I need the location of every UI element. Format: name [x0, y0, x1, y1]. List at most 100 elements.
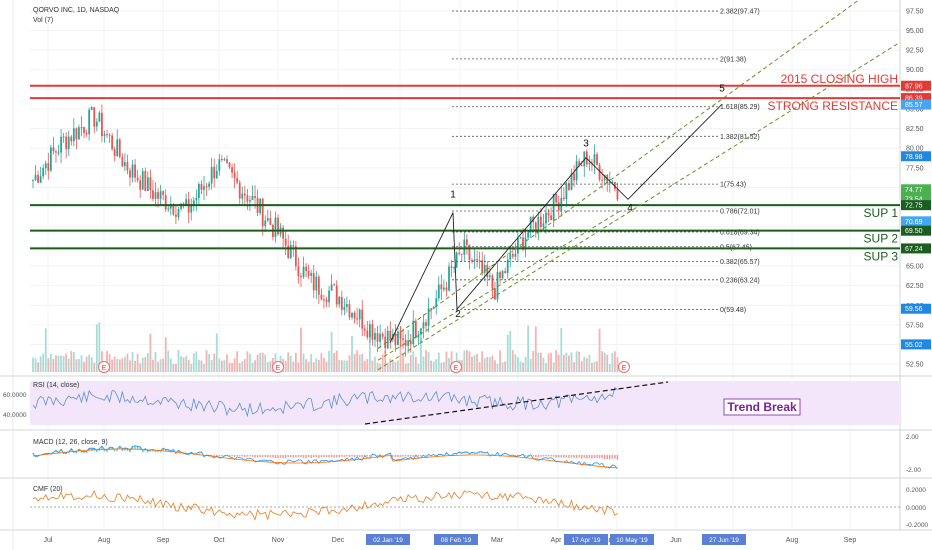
candle-body — [368, 324, 371, 338]
wave-label: 1 — [450, 190, 456, 201]
volume-bar — [175, 363, 177, 372]
candle-body — [568, 183, 570, 190]
symbol-title: QORVO INC, 1D, NASDAQ — [33, 7, 120, 14]
volume-bar — [302, 353, 305, 372]
macd-histogram-bar — [483, 452, 486, 454]
volume-bar — [197, 359, 200, 372]
price-badge — [901, 184, 931, 195]
macd-histogram-bar — [55, 450, 57, 453]
volume-bar — [269, 361, 272, 372]
volume-bar — [118, 359, 121, 372]
candle-body — [300, 276, 302, 278]
trend-break-label: Trend Break — [727, 400, 797, 414]
candle-body — [70, 136, 73, 142]
volume-bar — [389, 358, 392, 372]
price-badge-label: 67.24 — [905, 246, 923, 253]
candle-body — [101, 112, 103, 136]
macd-histogram-bar — [435, 455, 438, 456]
earnings-icon — [450, 361, 462, 373]
macd-histogram-bar — [231, 455, 233, 457]
volume-bar — [289, 355, 292, 372]
cmf-tick: -0.2000 — [906, 522, 928, 529]
macd-histogram-bar — [463, 452, 466, 454]
candle-body — [534, 222, 537, 233]
volume-bar — [412, 351, 415, 372]
volume-bar — [62, 356, 65, 372]
macd-histogram-bar — [300, 455, 302, 457]
candle-body — [545, 212, 547, 224]
earnings-icon — [618, 361, 630, 373]
candle-body — [399, 331, 402, 339]
volume-bar — [340, 360, 343, 372]
earnings-label: E — [454, 365, 459, 372]
price-badge-label: 86.39 — [905, 96, 923, 103]
volume-bar — [529, 358, 532, 372]
candle-body — [348, 304, 351, 318]
candle-body — [215, 170, 218, 179]
volume-bar — [93, 362, 96, 372]
channel-mid — [377, 210, 621, 361]
candle-body — [361, 309, 364, 329]
volume-bar — [60, 355, 62, 372]
candle-body — [287, 245, 290, 259]
candle-body — [277, 217, 279, 235]
elliott-wave-path — [389, 103, 723, 344]
candle-body — [371, 324, 374, 340]
axes: 97.5095.0092.5090.0087.5085.0082.5080.00… — [44, 8, 931, 545]
price-badge — [901, 216, 931, 227]
time-badge — [702, 534, 746, 545]
wave-label: 4 — [627, 203, 633, 214]
candle-body — [346, 304, 348, 307]
candle-body — [164, 195, 167, 210]
volume-bar — [226, 354, 228, 372]
macd-histogram-bar — [302, 455, 305, 458]
price-badge-label: 85.57 — [905, 102, 923, 109]
price-badge-label: 59.56 — [905, 306, 923, 313]
volume-bar — [371, 360, 374, 372]
macd-histogram-bar — [162, 448, 164, 451]
volume-bar — [603, 352, 606, 372]
earnings-icon — [98, 361, 110, 373]
fib-label: 1.618(85.29) — [720, 104, 760, 111]
macd-histogram-bar — [241, 455, 244, 457]
macd-histogram-bar — [106, 449, 108, 452]
candle-body — [527, 232, 530, 238]
macd-histogram-bar — [466, 451, 468, 454]
time-badge-label: 27 Jun '19 — [709, 537, 739, 544]
closing-high-label: 2015 CLOSING HIGH — [781, 72, 898, 86]
time-badge — [564, 534, 608, 545]
volume-bar — [126, 353, 129, 372]
volume-bar — [435, 359, 438, 372]
volume-bar — [47, 358, 50, 372]
volume-bar — [601, 351, 604, 372]
candle-body — [192, 200, 195, 206]
candle-body — [241, 193, 244, 199]
macd-histogram-bar — [215, 455, 218, 456]
macd-histogram-bar — [213, 455, 215, 457]
candle-body — [167, 208, 170, 210]
candle-body — [583, 151, 586, 167]
candle-body — [384, 336, 387, 349]
candle-body — [596, 154, 598, 165]
candle-body — [62, 136, 65, 138]
volume-bar — [616, 357, 619, 372]
time-tick: Jun — [670, 537, 681, 544]
macd-histogram-bar — [578, 455, 580, 458]
price-tick: 57.50 — [906, 322, 924, 329]
candle-body — [39, 176, 42, 183]
candle-body — [317, 276, 320, 295]
macd-histogram-bar — [78, 449, 80, 452]
candle-body — [55, 151, 57, 153]
volume-bar — [190, 363, 193, 372]
macd-histogram-bar — [233, 455, 236, 457]
candle-body — [504, 271, 507, 274]
candle-body — [136, 177, 139, 181]
macd-histogram-bar — [476, 453, 478, 455]
price-badge — [901, 200, 931, 211]
macd-histogram-bar — [182, 453, 185, 455]
macd-histogram-bar — [108, 447, 111, 451]
volume-bar — [134, 360, 136, 372]
volume-bar — [57, 355, 60, 372]
macd-histogram-bar — [601, 455, 603, 459]
